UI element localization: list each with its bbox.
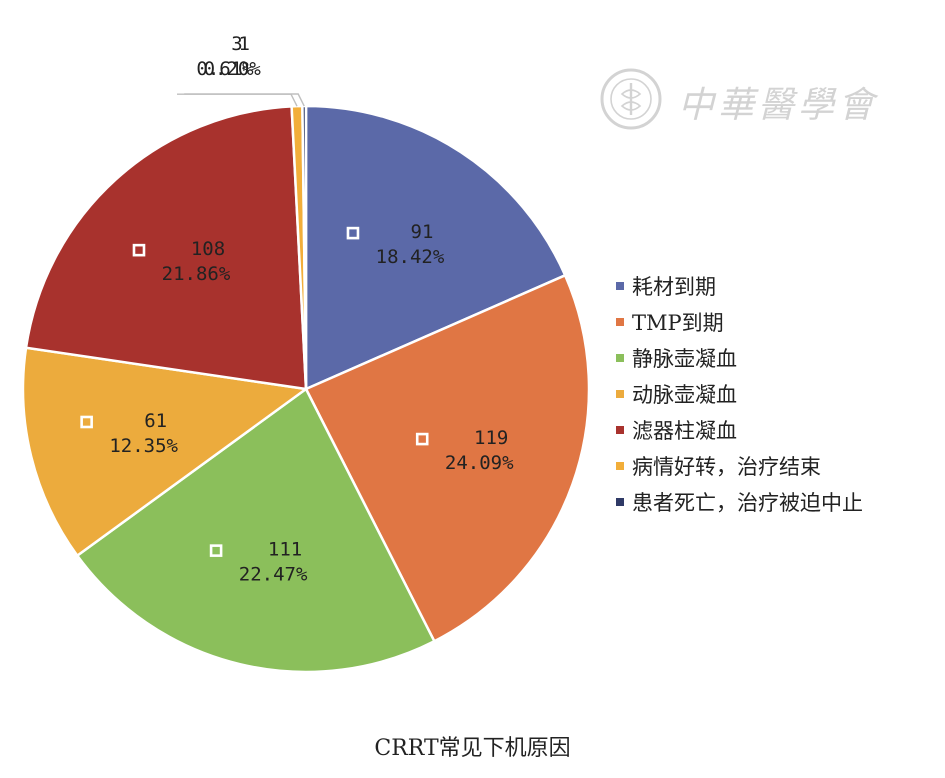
label-key-5 — [132, 243, 146, 257]
legend-item-1: 耗材到期 — [616, 268, 863, 304]
pie-slice-2 — [304, 273, 591, 643]
leader-line-7 — [184, 93, 305, 107]
watermark: 中華醫學會 — [598, 66, 888, 132]
legend-label-6: 病情好转，治疗结束 — [632, 455, 821, 479]
data-label-value-5: 108 — [191, 238, 225, 260]
legend-item-6: 病情好转，治疗结束 — [616, 448, 863, 484]
legend-swatch-3 — [616, 354, 624, 362]
legend: 耗材到期 TMP到期静脉壶凝血动脉壶凝血滤器柱凝血病情好转，治疗结束患者死亡，治疗… — [616, 268, 863, 520]
legend-label-5: 滤器柱凝血 — [632, 419, 737, 443]
label-key-6 — [163, 40, 173, 50]
leader-line-6 — [177, 93, 298, 107]
pie-slices — [21, 104, 591, 674]
pie-slice-5 — [24, 105, 308, 391]
data-label-percent-4: 12.35% — [109, 435, 178, 457]
legend-swatch-7 — [616, 498, 624, 506]
pie-slice-1 — [304, 104, 567, 391]
legend-item-4: 动脉壶凝血 — [616, 376, 863, 412]
data-label-percent-6: 0.61% — [196, 58, 254, 80]
pie-slice-3 — [75, 387, 437, 674]
label-key-7 — [170, 40, 180, 50]
legend-swatch-1 — [616, 282, 624, 290]
pie-slice-4 — [21, 346, 310, 558]
legend-swatch-4 — [616, 390, 624, 398]
legend-swatch-5 — [616, 426, 624, 434]
data-label-value-7: 1 — [238, 33, 249, 55]
legend-label-7: 患者死亡，治疗被迫中止 — [632, 491, 863, 515]
legend-label-2: TMP到期 — [632, 311, 724, 335]
label-key-4 — [80, 415, 93, 429]
legend-item-2: TMP到期 — [616, 304, 863, 340]
legend-item-7: 患者死亡，治疗被迫中止 — [616, 484, 863, 520]
label-key-1 — [346, 226, 360, 240]
legend-swatch-6 — [616, 462, 624, 470]
legend-label-1: 耗材到期 — [632, 275, 716, 299]
legend-item-3: 静脉壶凝血 — [616, 340, 863, 376]
data-label-value-2: 119 — [474, 427, 508, 449]
data-label-percent-1: 18.42% — [376, 246, 445, 268]
data-label-percent-7: 0.20% — [204, 58, 262, 80]
pie-slice-7 — [301, 104, 308, 390]
legend-label-3: 静脉壶凝血 — [632, 347, 737, 371]
data-label-percent-2: 24.09% — [445, 452, 514, 474]
legend-swatch-2 — [616, 318, 624, 326]
label-key-2 — [415, 432, 429, 446]
data-label-value-6: 3 — [231, 33, 242, 55]
legend-label-4: 动脉壶凝血 — [632, 383, 737, 407]
data-label-percent-5: 21.86% — [162, 263, 231, 285]
leader-lines — [177, 93, 305, 107]
watermark-text: 中華醫學會 — [678, 85, 879, 126]
data-label-value-3: 111 — [268, 539, 302, 561]
chart-title: CRRT常见下机原因 — [374, 736, 571, 761]
label-key-3 — [209, 544, 223, 557]
data-labels: 91 18.42% 119 24.09% 111 22.47% 61 12.35% 108 21.… — [80, 33, 514, 586]
legend-item-5: 滤器柱凝血 — [616, 412, 863, 448]
society-seal-icon — [600, 68, 662, 130]
data-label-value-4: 61 — [144, 410, 167, 432]
data-label-value-1: 91 — [411, 221, 434, 243]
data-label-percent-3: 22.47% — [239, 564, 308, 586]
